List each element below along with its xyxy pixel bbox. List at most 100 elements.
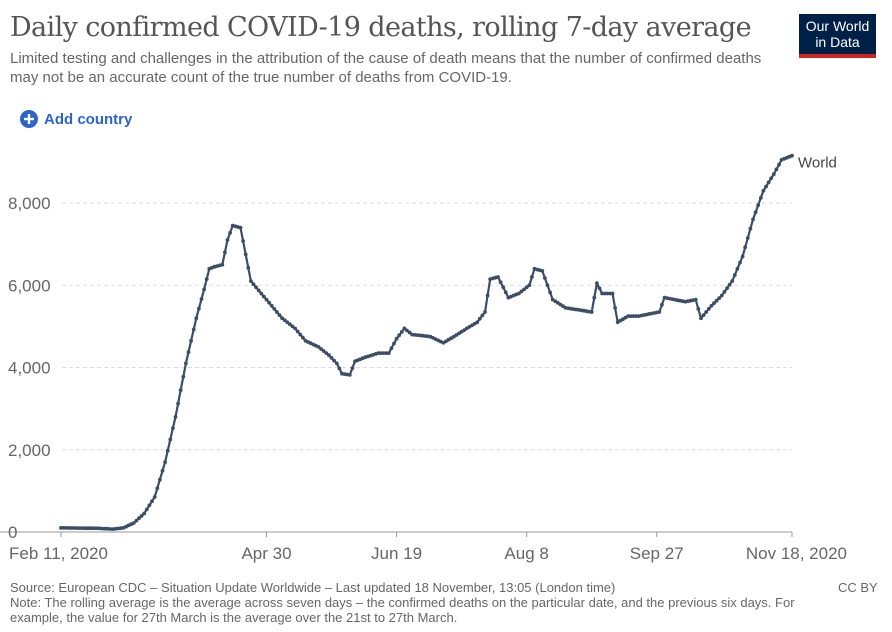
data-point[interactable]: [194, 316, 199, 321]
data-point[interactable]: [87, 526, 92, 531]
data-point[interactable]: [61, 526, 66, 530]
data-point[interactable]: [282, 318, 287, 323]
data-point[interactable]: [262, 294, 266, 299]
add-country-button[interactable]: Add country: [20, 110, 132, 128]
data-point[interactable]: [66, 526, 71, 530]
data-point[interactable]: [610, 291, 615, 296]
data-point[interactable]: [709, 303, 714, 308]
data-point[interactable]: [269, 303, 274, 308]
data-point[interactable]: [334, 361, 339, 366]
data-point[interactable]: [740, 254, 745, 259]
data-point[interactable]: [600, 291, 604, 296]
data-point[interactable]: [131, 521, 136, 525]
data-point[interactable]: [745, 236, 750, 240]
data-point[interactable]: [199, 297, 204, 301]
data-point[interactable]: [82, 526, 87, 531]
data-point[interactable]: [774, 167, 779, 172]
data-point[interactable]: [634, 314, 638, 318]
data-point[interactable]: [608, 291, 612, 296]
data-point[interactable]: [699, 316, 703, 321]
data-point[interactable]: [155, 486, 160, 491]
data-point[interactable]: [519, 289, 524, 294]
data-point[interactable]: [764, 184, 768, 189]
data-point[interactable]: [134, 518, 139, 523]
data-point[interactable]: [485, 293, 490, 298]
owid-logo[interactable]: Our World in Data: [799, 14, 876, 58]
data-point[interactable]: [238, 225, 243, 230]
data-point[interactable]: [407, 330, 412, 335]
data-point[interactable]: [753, 210, 758, 215]
data-point[interactable]: [712, 301, 716, 306]
data-point[interactable]: [142, 511, 147, 516]
data-point[interactable]: [204, 277, 209, 281]
data-point[interactable]: [696, 307, 701, 311]
data-point[interactable]: [350, 366, 355, 370]
data-point[interactable]: [597, 286, 602, 291]
data-point[interactable]: [173, 415, 178, 419]
data-point[interactable]: [275, 310, 279, 314]
data-point[interactable]: [756, 203, 761, 207]
data-point[interactable]: [727, 282, 732, 287]
data-point[interactable]: [329, 356, 334, 360]
data-point[interactable]: [163, 460, 168, 464]
data-point[interactable]: [285, 320, 290, 325]
data-point[interactable]: [384, 351, 389, 355]
data-point[interactable]: [197, 306, 201, 311]
series-line-world[interactable]: [61, 154, 793, 531]
data-point[interactable]: [85, 526, 89, 531]
data-point[interactable]: [347, 373, 352, 377]
data-point[interactable]: [259, 291, 264, 296]
data-point[interactable]: [251, 282, 256, 287]
data-point[interactable]: [376, 351, 381, 355]
data-point[interactable]: [321, 349, 326, 353]
data-point[interactable]: [288, 322, 292, 327]
data-point[interactable]: [402, 326, 407, 331]
data-point[interactable]: [392, 341, 396, 346]
data-point[interactable]: [735, 266, 740, 271]
data-point[interactable]: [719, 293, 724, 298]
data-point[interactable]: [758, 196, 763, 200]
data-point[interactable]: [543, 276, 547, 280]
data-point[interactable]: [657, 310, 662, 314]
data-point[interactable]: [316, 345, 321, 349]
data-point[interactable]: [660, 302, 664, 307]
data-point[interactable]: [144, 507, 149, 512]
data-point[interactable]: [517, 291, 521, 296]
data-point[interactable]: [732, 273, 737, 277]
data-point[interactable]: [704, 310, 709, 314]
data-point[interactable]: [324, 351, 329, 355]
data-point[interactable]: [496, 275, 500, 279]
data-point[interactable]: [725, 286, 729, 291]
data-point[interactable]: [220, 262, 225, 267]
data-point[interactable]: [59, 526, 63, 530]
data-point[interactable]: [69, 526, 74, 530]
data-point[interactable]: [381, 351, 386, 355]
data-point[interactable]: [280, 316, 284, 321]
data-point[interactable]: [730, 279, 735, 283]
data-point[interactable]: [714, 298, 719, 303]
data-point[interactable]: [332, 358, 336, 363]
data-point[interactable]: [139, 514, 144, 518]
data-point[interactable]: [337, 366, 342, 371]
data-point[interactable]: [295, 329, 300, 334]
data-point[interactable]: [631, 314, 636, 318]
data-point[interactable]: [477, 316, 482, 321]
data-point[interactable]: [202, 287, 207, 292]
data-point[interactable]: [77, 526, 82, 530]
data-point[interactable]: [181, 374, 186, 379]
data-point[interactable]: [241, 239, 246, 243]
data-point[interactable]: [171, 426, 175, 431]
data-point[interactable]: [267, 300, 271, 305]
data-point[interactable]: [165, 448, 170, 453]
data-point[interactable]: [389, 346, 394, 351]
data-point[interactable]: [701, 313, 706, 317]
data-point[interactable]: [748, 226, 753, 231]
data-point[interactable]: [293, 326, 297, 331]
data-point[interactable]: [152, 495, 157, 499]
data-point[interactable]: [738, 260, 742, 265]
data-point[interactable]: [602, 291, 607, 296]
data-point[interactable]: [498, 280, 503, 285]
data-point[interactable]: [184, 361, 188, 366]
data-point[interactable]: [254, 285, 258, 290]
data-point[interactable]: [225, 238, 230, 242]
